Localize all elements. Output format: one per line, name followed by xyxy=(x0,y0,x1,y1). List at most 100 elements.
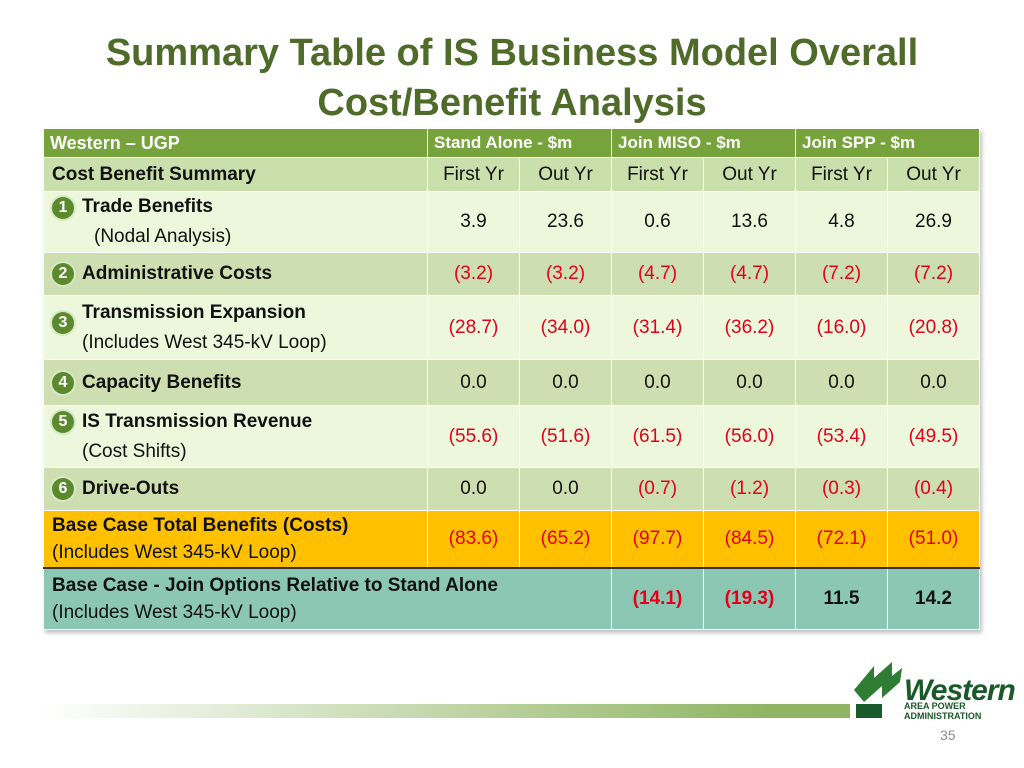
table-cell: (20.8) xyxy=(887,295,980,360)
table-cell: (55.6) xyxy=(427,405,520,468)
table-cell: (0.4) xyxy=(887,467,980,511)
row-label: Trade Benefits xyxy=(82,196,213,217)
table-row: 3 Transmission Expansion (Includes West … xyxy=(43,295,980,360)
row-sublabel: (Cost Shifts) xyxy=(82,440,187,462)
table-cell: 0.0 xyxy=(427,359,520,406)
table-cell: 0.0 xyxy=(519,359,612,406)
footer-gradient-bar xyxy=(40,704,850,718)
table-cell: 23.6 xyxy=(519,191,612,253)
table-row: 4 Capacity Benefits 0.0 0.0 0.0 0.0 0.0 … xyxy=(43,359,980,406)
relative-label-cell: Base Case - Join Options Relative to Sta… xyxy=(43,566,612,630)
relative-label: Base Case - Join Options Relative to Sta… xyxy=(52,574,498,596)
row-label-cell: 4 Capacity Benefits xyxy=(43,359,428,406)
table-cell: (7.2) xyxy=(795,252,888,296)
table-cell: 0.0 xyxy=(887,359,980,406)
table-cell: (4.7) xyxy=(611,252,704,296)
table-cell: (16.0) xyxy=(795,295,888,360)
total-cell: (84.5) xyxy=(703,510,796,568)
table-cell: 3.9 xyxy=(427,191,520,253)
row-label-cell: 5 IS Transmission Revenue (Cost Shifts) xyxy=(43,405,428,468)
table-cell: (3.2) xyxy=(427,252,520,296)
total-cell: (65.2) xyxy=(519,510,612,568)
subheader-col: Out Yr xyxy=(519,157,612,192)
total-cell: (83.6) xyxy=(427,510,520,568)
table-cell: (0.3) xyxy=(795,467,888,511)
table-cell: (1.2) xyxy=(703,467,796,511)
title-line-2: Cost/Benefit Analysis xyxy=(317,82,707,124)
total-cell: (97.7) xyxy=(611,510,704,568)
western-lightning-logo-icon xyxy=(854,662,902,718)
cost-benefit-table: Western – UGP Stand Alone - $m Join MISO… xyxy=(43,128,980,630)
table-cell: 4.8 xyxy=(795,191,888,253)
subheader-col: First Yr xyxy=(427,157,520,192)
table-row: 5 IS Transmission Revenue (Cost Shifts) … xyxy=(43,405,980,468)
row-label-cell: 6 Drive-Outs xyxy=(43,467,428,511)
table-cell: 0.0 xyxy=(611,359,704,406)
relative-sublabel: (Includes West 345-kV Loop) xyxy=(52,601,297,623)
table-cell: (4.7) xyxy=(703,252,796,296)
row-number-badge: 3 xyxy=(52,311,74,334)
row-number-badge: 1 xyxy=(52,197,74,219)
relative-cell: 14.2 xyxy=(887,566,980,630)
subheader-col: First Yr xyxy=(611,157,704,192)
title-line-1: Summary Table of IS Business Model Overa… xyxy=(105,32,919,74)
row-label-cell: 3 Transmission Expansion (Includes West … xyxy=(43,295,428,360)
row-number-badge: 4 xyxy=(52,371,74,394)
row-label: Drive-Outs xyxy=(82,478,180,499)
header-join-spp: Join SPP - $m xyxy=(795,128,980,158)
row-label: Administrative Costs xyxy=(82,263,273,284)
row-label-cell: 1 Trade Benefits (Nodal Analysis) xyxy=(43,191,428,253)
table-cell: (7.2) xyxy=(887,252,980,296)
table-cell: 0.0 xyxy=(795,359,888,406)
table-row: 2 Administrative Costs (3.2) (3.2) (4.7)… xyxy=(43,252,980,296)
total-row: Base Case Total Benefits (Costs) (Includ… xyxy=(43,510,980,568)
table-row: 6 Drive-Outs 0.0 0.0 (0.7) (1.2) (0.3) (… xyxy=(43,467,980,511)
page-number: 35 xyxy=(940,727,956,743)
header-join-miso: Join MISO - $m xyxy=(611,128,796,158)
logo-subtitle: AREA POWER ADMINISTRATION xyxy=(904,701,1014,721)
table-cell: 13.6 xyxy=(703,191,796,253)
header-region: Western – UGP xyxy=(43,128,428,158)
total-label-cell: Base Case Total Benefits (Costs) (Includ… xyxy=(43,510,428,568)
row-number-badge: 6 xyxy=(52,478,74,500)
table-cell: (61.5) xyxy=(611,405,704,468)
relative-cell: (14.1) xyxy=(611,566,704,630)
table-cell: (56.0) xyxy=(703,405,796,468)
table-cell: 0.0 xyxy=(427,467,520,511)
subheader-col: First Yr xyxy=(795,157,888,192)
table-cell: (31.4) xyxy=(611,295,704,360)
relative-cell: 11.5 xyxy=(795,566,888,630)
row-sublabel: (Nodal Analysis) xyxy=(94,226,232,247)
table-cell: 0.0 xyxy=(703,359,796,406)
table-cell: 26.9 xyxy=(887,191,980,253)
table-cell: (3.2) xyxy=(519,252,612,296)
table-cell: 0.6 xyxy=(611,191,704,253)
table-cell: (49.5) xyxy=(887,405,980,468)
row-number-badge: 5 xyxy=(52,410,74,433)
total-label: Base Case Total Benefits (Costs) xyxy=(52,514,349,536)
subheader-col: Out Yr xyxy=(887,157,980,192)
table-cell: (0.7) xyxy=(611,467,704,511)
total-cell: (51.0) xyxy=(887,510,980,568)
row-number-badge: 2 xyxy=(52,263,74,285)
row-sublabel: (Includes West 345-kV Loop) xyxy=(82,331,327,353)
table-cell: (51.6) xyxy=(519,405,612,468)
logo-subtitle-line2: ADMINISTRATION xyxy=(904,711,982,721)
row-label: Transmission Expansion xyxy=(82,301,306,323)
table-cell: (53.4) xyxy=(795,405,888,468)
total-cell: (72.1) xyxy=(795,510,888,568)
logo-wordmark: Western xyxy=(904,674,1016,707)
table-cell: (34.0) xyxy=(519,295,612,360)
subheader-label: Cost Benefit Summary xyxy=(43,157,428,192)
logo-subtitle-line1: AREA POWER xyxy=(904,701,966,711)
table-row: 1 Trade Benefits (Nodal Analysis) 3.9 23… xyxy=(43,191,980,253)
row-label: Capacity Benefits xyxy=(82,371,242,393)
subheader-row: Cost Benefit Summary First Yr Out Yr Fir… xyxy=(43,157,980,192)
table-cell: (28.7) xyxy=(427,295,520,360)
subheader-col: Out Yr xyxy=(703,157,796,192)
slide-title: Summary Table of IS Business Model Overa… xyxy=(0,28,1024,128)
table-cell: 0.0 xyxy=(519,467,612,511)
header-row: Western – UGP Stand Alone - $m Join MISO… xyxy=(43,128,980,158)
row-label: IS Transmission Revenue xyxy=(82,410,313,432)
table-cell: (36.2) xyxy=(703,295,796,360)
